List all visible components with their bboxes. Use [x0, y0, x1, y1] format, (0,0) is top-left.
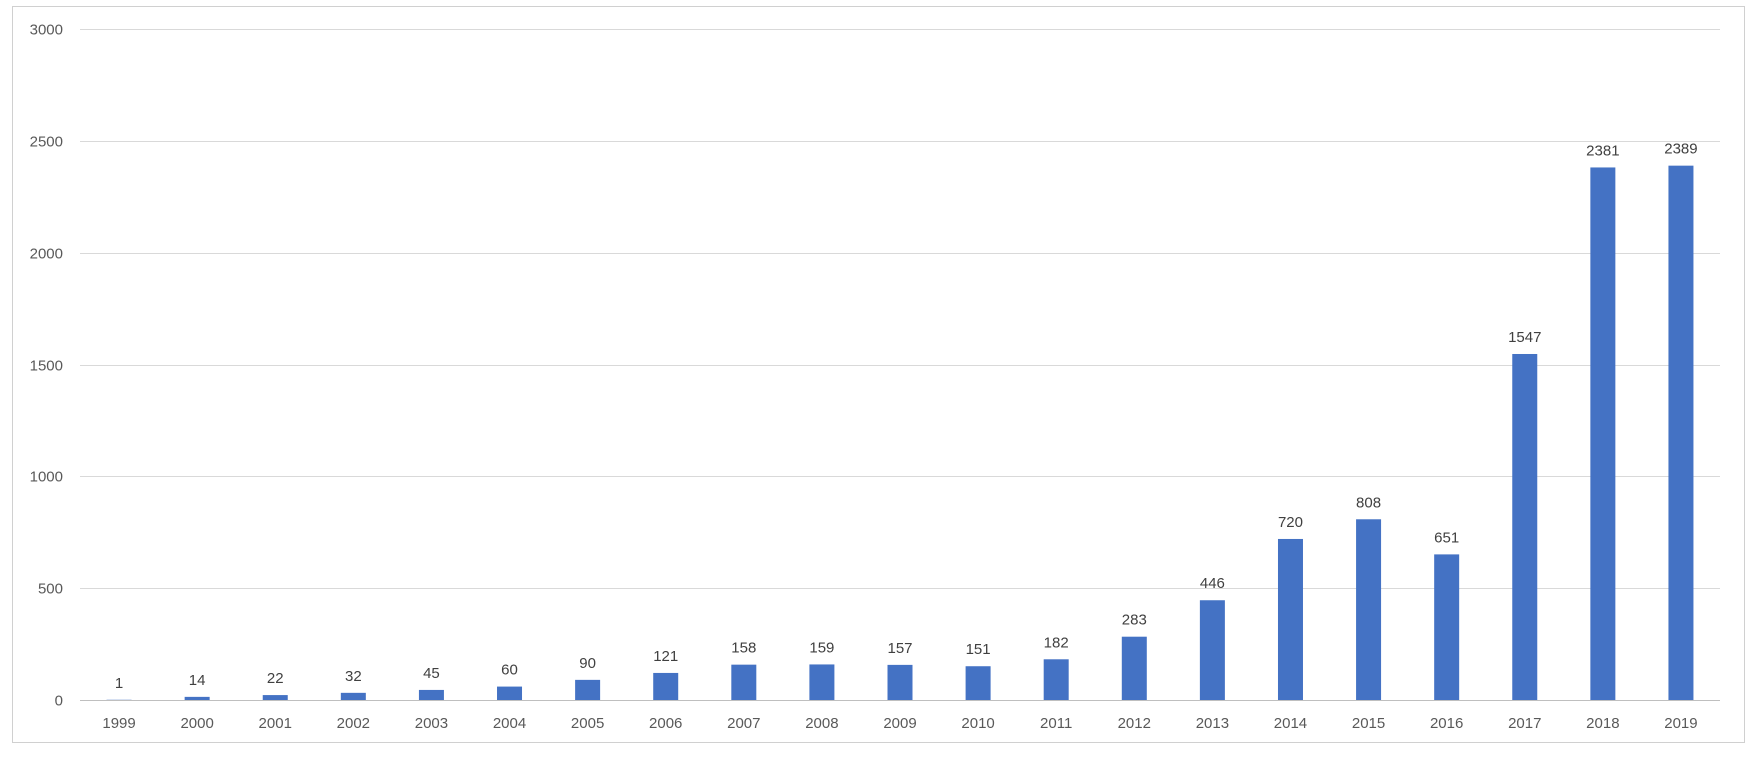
- data-label-2004: 60: [501, 662, 518, 679]
- x-tick-label-2019: 2019: [1664, 715, 1697, 732]
- data-label-1999: 1: [115, 675, 123, 692]
- data-label-2003: 45: [423, 665, 440, 682]
- bar-2015: [1356, 519, 1382, 700]
- bar-2009: [887, 664, 913, 700]
- data-label-2018: 2381: [1586, 142, 1619, 159]
- bar-2000: [184, 696, 210, 700]
- y-tick-label: 0: [55, 693, 63, 710]
- y-tick-label: 1000: [30, 469, 63, 486]
- x-tick-label-2004: 2004: [493, 715, 526, 732]
- x-tick-label-2009: 2009: [883, 715, 916, 732]
- bar-2018: [1590, 167, 1616, 700]
- data-label-2015: 808: [1356, 494, 1381, 511]
- x-tick-label-2001: 2001: [259, 715, 292, 732]
- data-label-2009: 157: [887, 640, 912, 657]
- gridlines: [80, 29, 1720, 701]
- y-tick-label: 1500: [30, 358, 63, 375]
- x-tick-label-2013: 2013: [1196, 715, 1229, 732]
- bar-2001: [262, 695, 288, 700]
- data-label-2002: 32: [345, 668, 362, 685]
- x-tick-label-2006: 2006: [649, 715, 682, 732]
- x-tick-label-2017: 2017: [1508, 715, 1541, 732]
- data-label-2011: 182: [1044, 634, 1069, 651]
- x-tick-label-2011: 2011: [1040, 715, 1072, 732]
- bar-2004: [497, 686, 523, 700]
- bar-2007: [731, 664, 757, 700]
- y-axis-tick-labels: 0 500 1000 1500 2000 2500 3000: [30, 22, 63, 710]
- bar-2019: [1668, 165, 1694, 700]
- data-label-2000: 14: [189, 672, 206, 689]
- x-tick-label-2003: 2003: [415, 715, 448, 732]
- data-label-2016: 651: [1434, 529, 1459, 546]
- bar-2012: [1121, 636, 1147, 700]
- x-tick-label-2008: 2008: [805, 715, 838, 732]
- x-tick-label-2012: 2012: [1118, 715, 1151, 732]
- x-tick-label-2014: 2014: [1274, 715, 1307, 732]
- x-tick-label-2010: 2010: [961, 715, 994, 732]
- x-tick-label-2016: 2016: [1430, 715, 1463, 732]
- x-tick-label-2007: 2007: [727, 715, 760, 732]
- bar-2002: [340, 692, 366, 700]
- data-label-2007: 158: [731, 640, 756, 657]
- data-label-2010: 151: [966, 641, 991, 658]
- bar-2003: [418, 689, 444, 700]
- x-tick-label-2000: 2000: [180, 715, 213, 732]
- data-label-2019: 2389: [1664, 141, 1697, 158]
- x-axis-tick-labels: 1999 2000 2001 2002 2003 2004 2005 2006 2007 2008…: [102, 715, 1697, 732]
- bar-2017: [1512, 353, 1538, 700]
- x-tick-label-2015: 2015: [1352, 715, 1385, 732]
- data-label-2017: 1547: [1508, 329, 1541, 346]
- y-tick-label: 500: [38, 581, 63, 598]
- data-label-2013: 446: [1200, 575, 1225, 592]
- bar-2006: [653, 672, 679, 700]
- data-label-2005: 90: [579, 655, 596, 672]
- y-tick-label: 3000: [30, 22, 63, 39]
- bar-2011: [1043, 659, 1069, 700]
- bar-2010: [965, 666, 991, 700]
- bar-2013: [1199, 600, 1225, 700]
- bar-2014: [1277, 538, 1303, 700]
- bar-2016: [1434, 554, 1460, 700]
- data-label-2001: 22: [267, 670, 284, 687]
- x-tick-label-2005: 2005: [571, 715, 604, 732]
- x-tick-label-2002: 2002: [337, 715, 370, 732]
- bars: [106, 165, 1694, 700]
- bar-2005: [575, 679, 601, 700]
- data-label-2006: 121: [653, 648, 678, 665]
- data-label-2014: 720: [1278, 514, 1303, 531]
- y-tick-label: 2500: [30, 134, 63, 151]
- x-tick-label-2018: 2018: [1586, 715, 1619, 732]
- data-labels: 1 14 22 32 45 60 90 121 158 159 157 151 182 283 446 720…: [115, 141, 1698, 692]
- data-label-2012: 283: [1122, 612, 1147, 629]
- y-tick-label: 2000: [30, 246, 63, 263]
- bar-2008: [809, 664, 835, 700]
- data-label-2008: 159: [809, 639, 834, 656]
- x-tick-label-1999: 1999: [102, 715, 135, 732]
